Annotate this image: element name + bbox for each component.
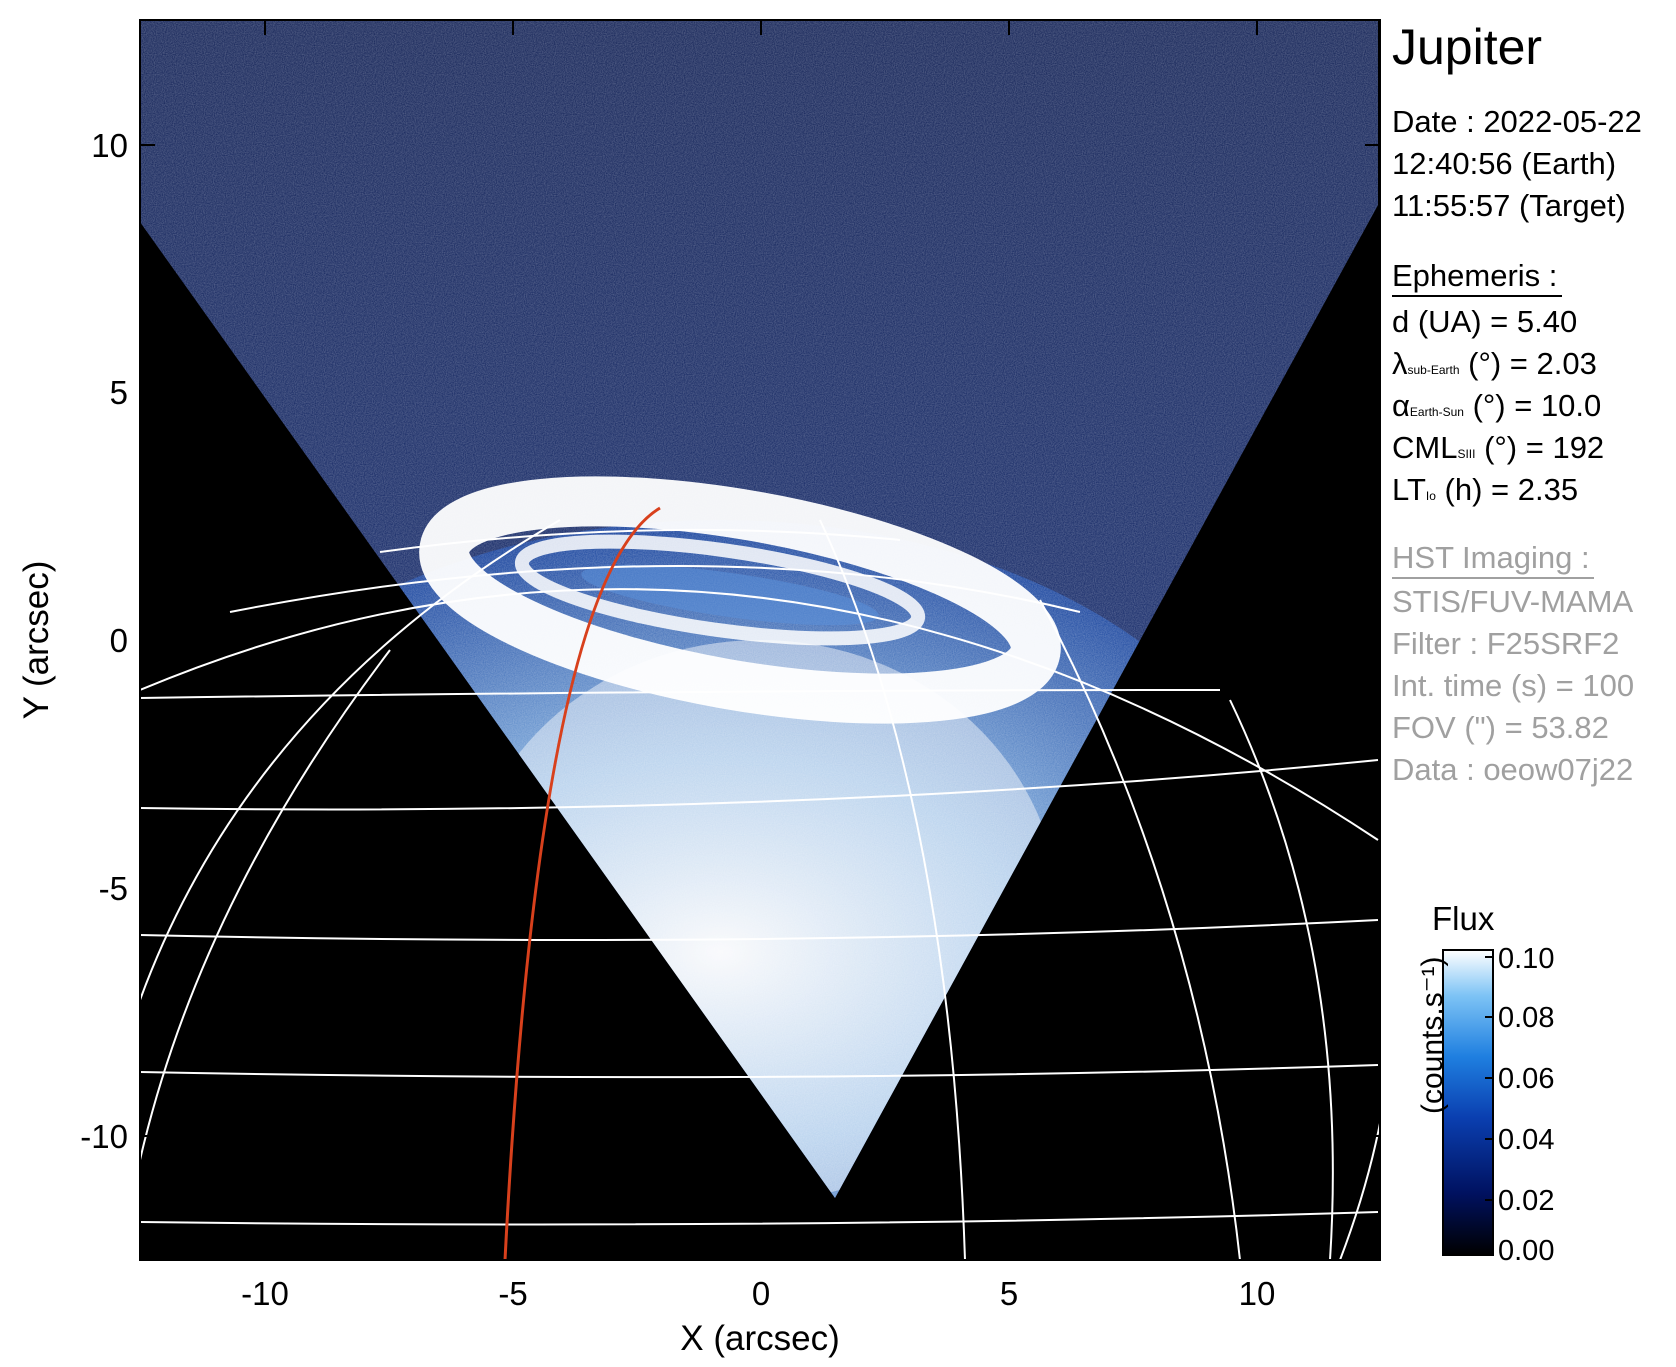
x-axis: [264, 20, 1258, 1260]
y-tick-label: 10: [91, 127, 128, 164]
y-tick-label: -10: [80, 1118, 128, 1155]
planet-title: Jupiter: [1392, 19, 1543, 75]
lt-symbol: LT: [1392, 472, 1426, 507]
phase-value: (°) = 10.0: [1463, 388, 1602, 423]
phase-subscript: Earth-Sun: [1409, 405, 1464, 419]
x-tick-label: 0: [752, 1275, 770, 1312]
colorbar-tick: 0.08: [1498, 1002, 1554, 1034]
track-line: [503, 506, 661, 1260]
colorbar-tick: 0.10: [1498, 943, 1554, 975]
ephemeris-rule: [1392, 295, 1562, 297]
hst-instrument: STIS/FUV-MAMA: [1392, 584, 1634, 619]
y-tick-label: 5: [110, 374, 128, 411]
cml-value: (°) = 192: [1475, 430, 1605, 465]
colorbar-tick: 0.02: [1498, 1185, 1554, 1217]
hst-dataset: Data : oeow07j22: [1392, 752, 1634, 787]
sub-earth-subscript: sub-Earth: [1407, 363, 1460, 377]
hst-int-time: Int. time (s) = 100: [1392, 668, 1635, 703]
sub-earth-symbol: λ: [1392, 346, 1408, 381]
x-axis-label: X (arcsec): [680, 1319, 839, 1358]
x-tick-label: -10: [241, 1275, 289, 1312]
colorbar-title: Flux: [1432, 900, 1495, 937]
obs-time-earth: 12:40:56 (Earth): [1392, 146, 1617, 181]
cml-symbol: CML: [1392, 430, 1458, 465]
colorbar: [1442, 949, 1494, 1256]
x-tick-label: -5: [498, 1275, 527, 1312]
colorbar-label: (counts.s⁻¹): [1416, 956, 1449, 1114]
obs-time-target: 11:55:57 (Target): [1392, 188, 1626, 223]
coordinate-grid: [140, 519, 1380, 1260]
hst-fov: FOV (") = 53.82: [1392, 710, 1609, 745]
colorbar-tick: 0.00: [1498, 1235, 1554, 1267]
hst-filter: Filter : F25SRF2: [1392, 626, 1620, 661]
obs-date: Date : 2022-05-22: [1392, 104, 1642, 139]
x-tick-label: 5: [1000, 1275, 1018, 1312]
y-axis: [140, 144, 1380, 1137]
phase-symbol: α: [1392, 388, 1410, 423]
lt-subscript: Io: [1425, 489, 1436, 503]
y-tick-label: -5: [99, 870, 128, 907]
hst-rule: [1392, 577, 1594, 579]
ephemeris-sub-earth: λsub-Earth (°) = 2.03: [1392, 346, 1597, 382]
colorbar-tick: 0.04: [1498, 1124, 1554, 1156]
hst-heading: HST Imaging :: [1392, 540, 1590, 575]
ephemeris-distance: d (UA) = 5.40: [1392, 304, 1578, 339]
ephemeris-phase: αEarth-Sun (°) = 10.0: [1392, 388, 1601, 424]
ephemeris-cml: CMLSIII (°) = 192: [1392, 430, 1604, 466]
colorbar-tick: 0.06: [1498, 1063, 1554, 1095]
lt-value: (h) = 2.35: [1435, 472, 1579, 507]
cml-subscript: SIII: [1457, 447, 1476, 461]
ephemeris-lt: LTIo (h) = 2.35: [1392, 472, 1578, 508]
y-tick-label: 0: [110, 622, 128, 659]
ephemeris-heading: Ephemeris :: [1392, 258, 1558, 293]
sub-earth-value: (°) = 2.03: [1459, 346, 1597, 381]
y-axis-label: Y (arcsec): [17, 561, 56, 720]
x-tick-label: 10: [1239, 1275, 1276, 1312]
